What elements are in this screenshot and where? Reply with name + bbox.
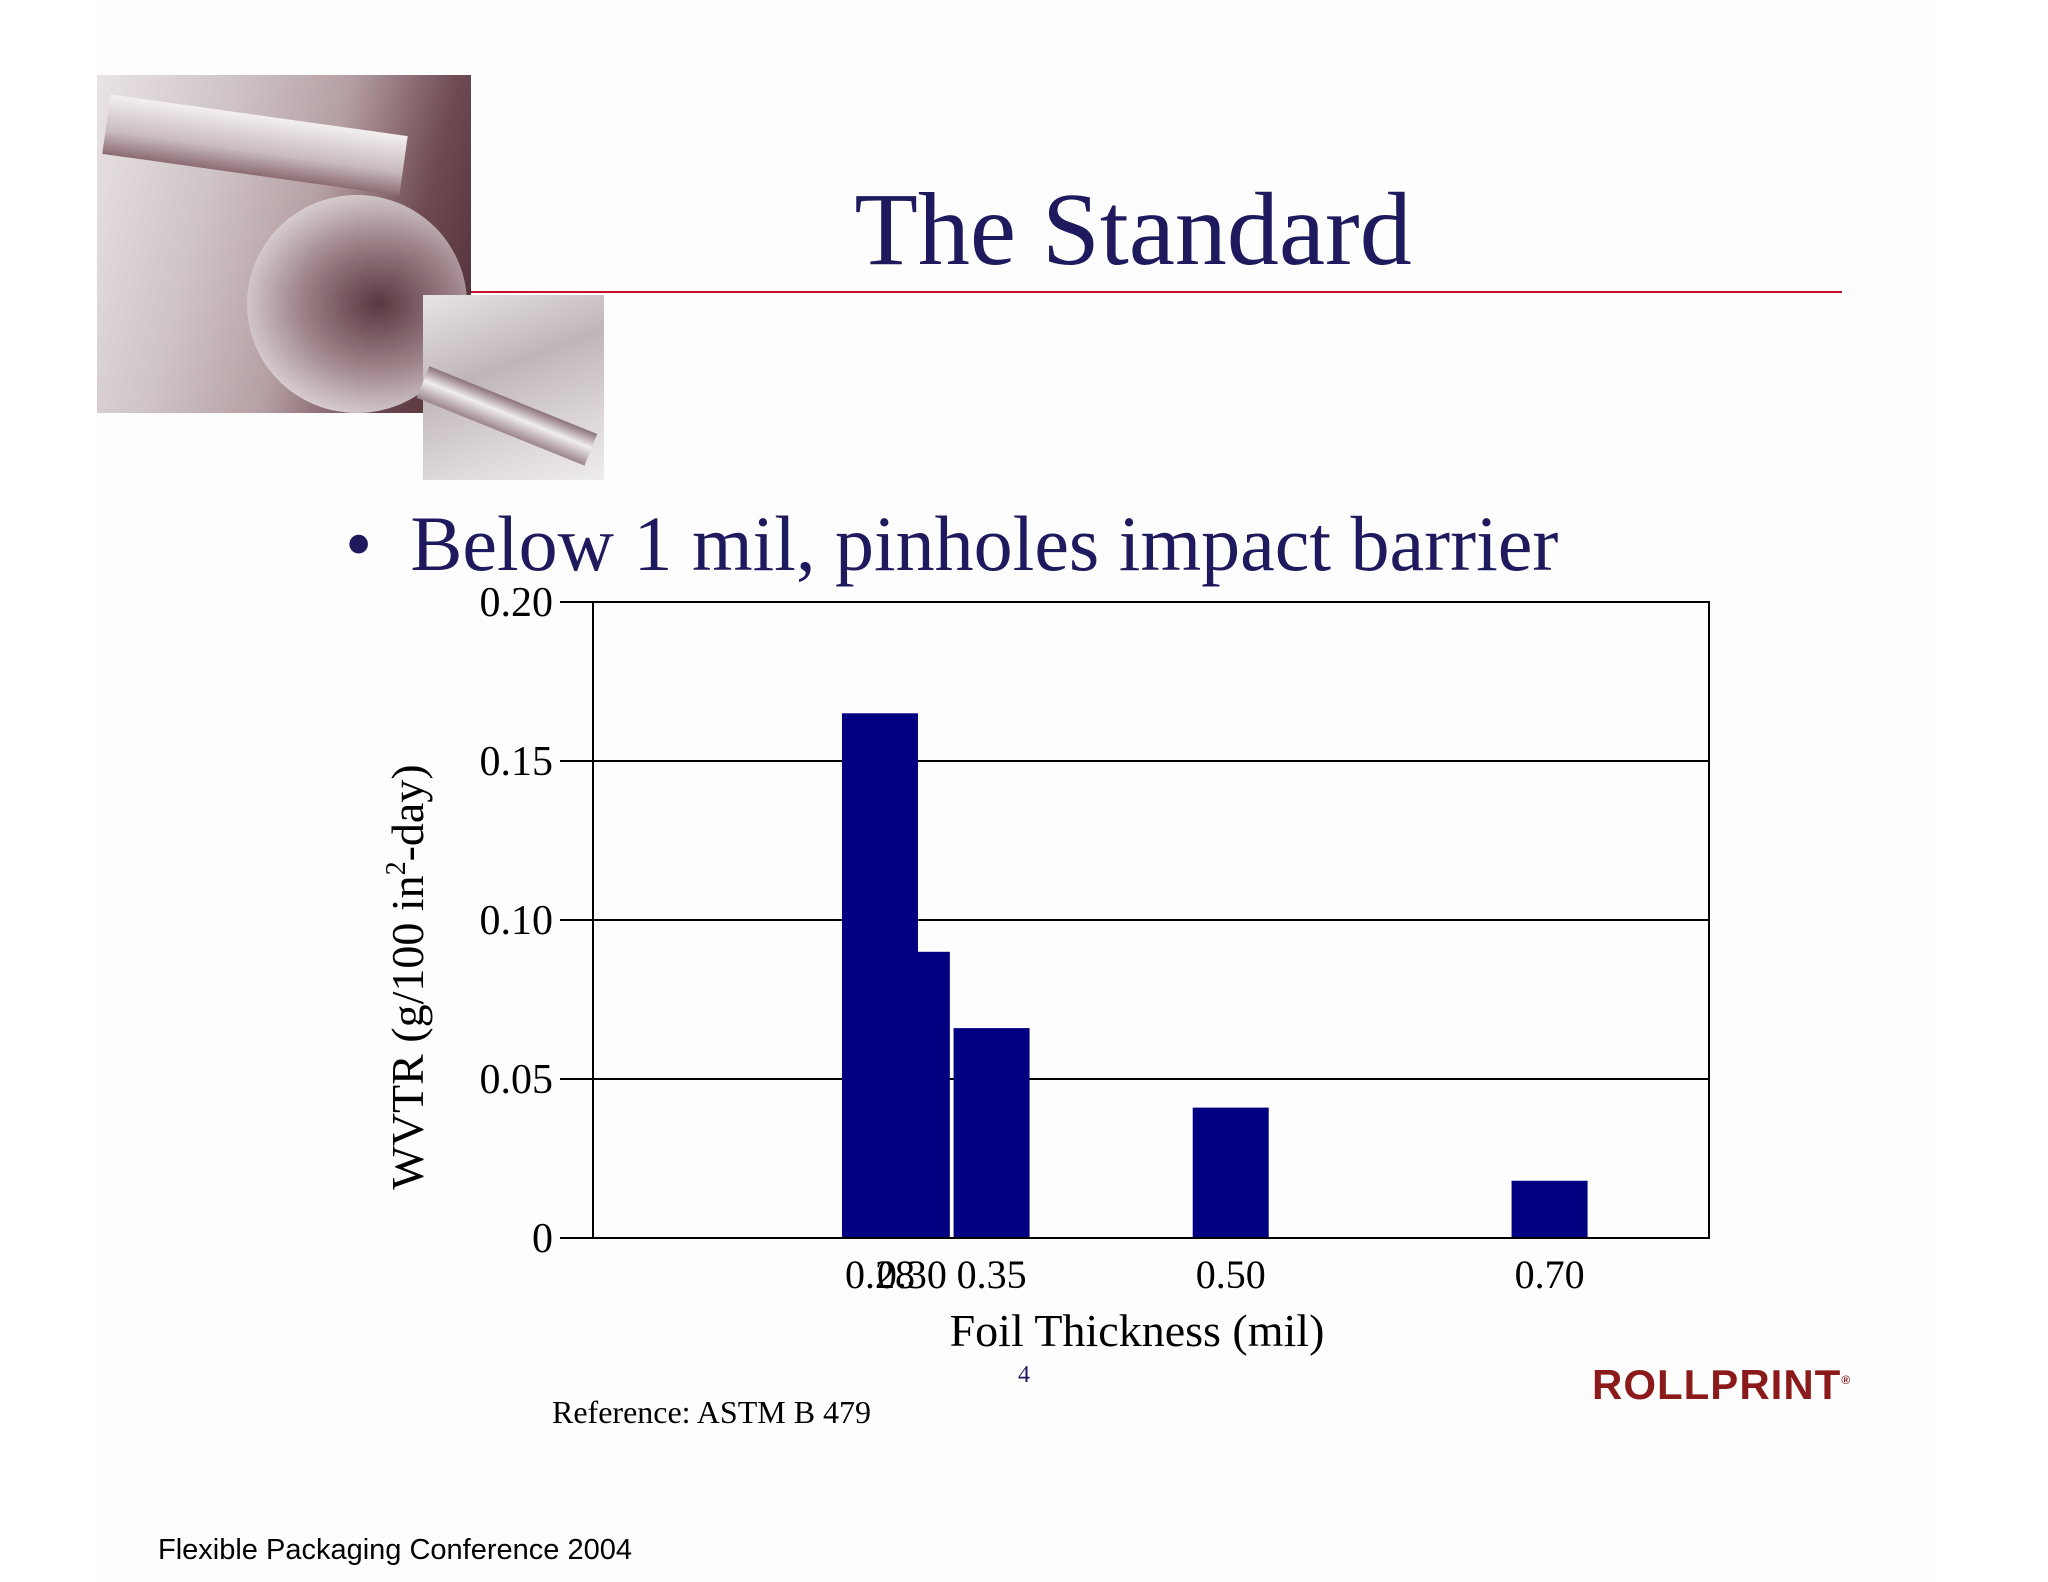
y-tick-label: 0.20 [480,580,554,626]
x-tick-label: 0.28 [845,1252,915,1297]
logo-text: ROLLPRINT [1592,1361,1842,1408]
bar [953,1028,1030,1238]
y-tick-label: 0.05 [480,1057,554,1103]
page-number: 4 [1018,1362,1030,1388]
y-tick-label: 0 [532,1216,553,1262]
plot-frame [592,601,1710,1239]
y-tick-label: 0.10 [480,898,554,944]
title-rule [471,291,1842,293]
y-axis-label-end: -day) [382,764,433,861]
bar [873,951,950,1238]
y-tick-label: 0.15 [480,739,554,785]
bar [1511,1180,1588,1238]
bullet-text: Below 1 mil, pinholes impact barrier [410,500,1559,587]
rollprint-logo: ROLLPRINT® [1592,1364,1851,1406]
bullet-marker: • [345,500,373,587]
y-axis-label-main: WVTR (g/100 in [382,875,433,1189]
x-tick-label: 0.50 [1196,1252,1266,1297]
bullet-point: • Below 1 mil, pinholes impact barrier [345,505,1558,583]
bars [841,713,1588,1238]
y-axis-label-sup: 2 [381,861,412,875]
x-tick-label: 0.35 [957,1252,1027,1297]
bar [1192,1107,1269,1238]
x-tick-labels: 0.280.30 0.35 0.50 0.70 [845,1252,1585,1297]
slide-title: The Standard [854,172,1412,287]
y-tick-labels: 0 0.05 0.10 0.15 0.20 [480,580,554,1262]
reference-note: Reference: ASTM B 479 [552,1394,872,1430]
y-axis-label: WVTR (g/100 in2-day) [381,764,433,1189]
x-tick-label: 0.30 [877,1252,947,1297]
x-tick-label: 0.70 [1515,1252,1585,1297]
roller-photo [416,295,604,480]
x-axis-label: Foil Thickness (mil) [950,1305,1325,1356]
registered-mark: ® [1841,1373,1852,1387]
grid-lines [560,601,1709,1239]
footer-text: Flexible Packaging Conference 2004 [158,1534,632,1566]
